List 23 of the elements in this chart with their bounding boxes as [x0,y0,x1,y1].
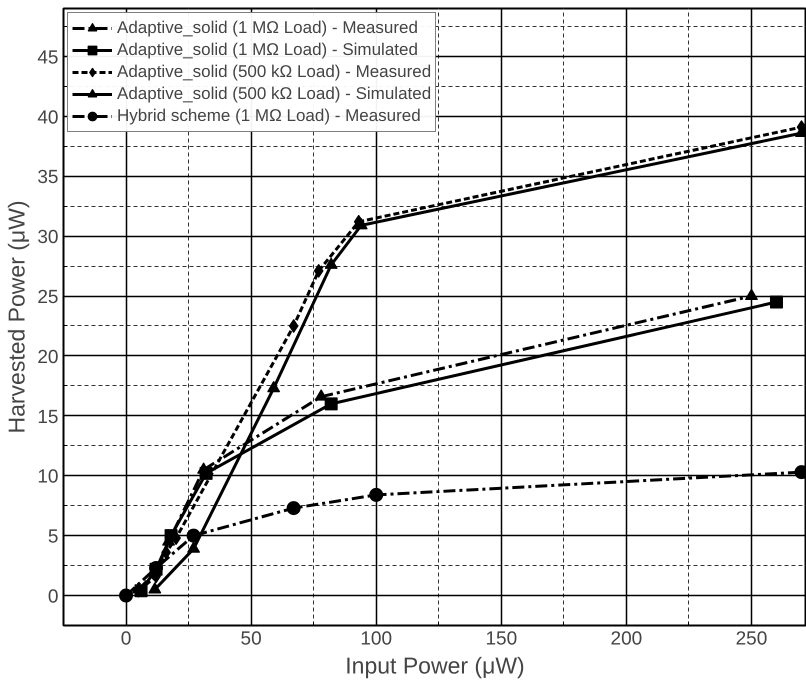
y-tick-label: 5 [48,526,59,548]
y-tick-label: 25 [37,287,59,308]
y-tick-label: 30 [37,227,59,248]
legend-label: Adaptive_solid (500 kΩ Load) - Simulated [117,83,432,105]
y-tick-label: 35 [37,167,59,188]
legend-label: Adaptive_solid (1 MΩ Load) - Simulated [117,39,418,61]
y-axis-title: Harvested Power (μW) [3,200,30,434]
y-tick-label: 10 [37,466,59,488]
legend-label: Adaptive_solid (500 kΩ Load) - Measured [117,61,432,83]
legend-label: Hybrid scheme (1 MΩ Load) - Measured [117,105,421,127]
x-tick-label: 200 [610,628,642,650]
y-tick-label: 40 [37,107,59,128]
y-tick-label: 20 [37,346,59,368]
x-tick-label: 150 [485,628,518,650]
legend-label: Adaptive_solid (1 MΩ Load) - Measured [117,17,418,39]
x-tick-label: 100 [360,628,392,650]
y-tick-label: 15 [37,406,59,428]
x-tick-label: 250 [736,628,768,650]
x-tick-label: 50 [240,628,262,650]
x-tick-label: 0 [120,628,132,650]
y-tick-label: 0 [48,586,59,608]
y-tick-label: 45 [37,47,59,68]
x-axis-title: Input Power (μW) [345,652,525,678]
